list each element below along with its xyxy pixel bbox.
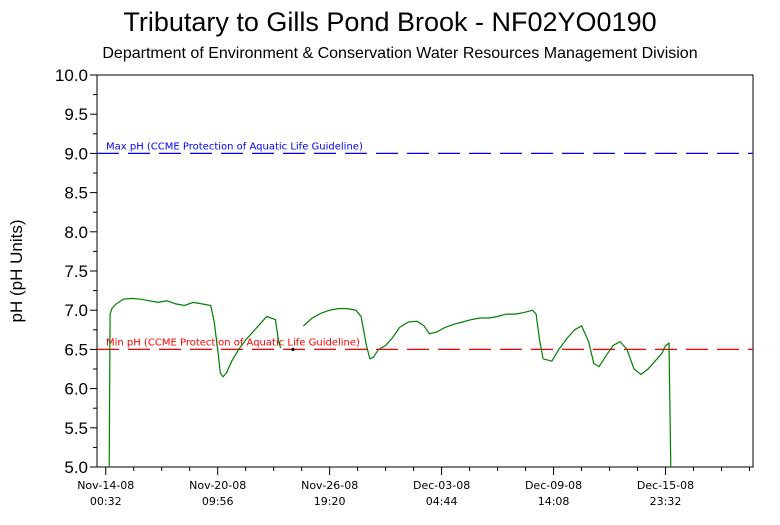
y-tick-label: 7.0 [64, 301, 88, 320]
y-tick-label: 8.0 [64, 223, 88, 242]
y-tick-label: 6.5 [64, 340, 88, 359]
data-point [291, 347, 295, 351]
y-axis-label: pH (pH Units) [7, 220, 26, 323]
x-tick-label-date: Dec-09-08 [525, 479, 582, 492]
y-tick-label: 5.5 [64, 419, 88, 438]
y-tick-label: 9.5 [64, 105, 88, 124]
guideline-label: Min pH (CCME Protection of Aquatic Life … [106, 337, 360, 348]
x-tick-label-time: 19:20 [314, 495, 346, 508]
x-tick-label-date: Nov-14-08 [77, 479, 134, 492]
series-line [108, 297, 282, 468]
x-tick-label-time: 00:32 [90, 495, 122, 508]
y-tick-label: 6.0 [64, 380, 88, 399]
plot-area: 5.0 5.5 6.0 6.5 7.0 7.5 8.0 8.5 9.0 9.5 10.0 Nov-1… [55, 66, 754, 508]
plot-frame [96, 74, 754, 468]
x-tick-label-time: 04:44 [426, 495, 458, 508]
y-tick-label: 10.0 [55, 66, 88, 85]
x-tick-label-date: Dec-15-08 [637, 479, 694, 492]
x-tick-label-date: Nov-20-08 [189, 479, 246, 492]
y-tick-label: 9.0 [64, 144, 88, 163]
x-tick-label-time: 23:32 [650, 495, 682, 508]
x-tick-label-time: 09:56 [202, 495, 234, 508]
guideline-label: Max pH (CCME Protection of Aquatic Life … [106, 141, 363, 152]
x-axis: Nov-14-08 00:32 Nov-20-08 09:56 Nov-26-08 19:… [77, 467, 751, 508]
guideline-group: Max pH (CCME Protection of Aquatic Life … [97, 141, 753, 351]
x-tick-label-date: Dec-03-08 [413, 479, 470, 492]
chart-subtitle: Department of Environment & Conservation… [102, 45, 697, 62]
series-line [542, 325, 672, 468]
y-axis: 5.0 5.5 6.0 6.5 7.0 7.5 8.0 8.5 9.0 9.5 10.0 [55, 66, 97, 477]
series-line [302, 308, 544, 360]
y-tick-label: 7.5 [64, 262, 88, 281]
y-tick-label: 8.5 [64, 184, 88, 203]
x-tick-label-time: 14:08 [538, 495, 570, 508]
x-tick-label-date: Nov-26-08 [301, 479, 358, 492]
chart-title: Tributary to Gills Pond Brook - NF02YO01… [123, 7, 656, 37]
y-tick-label: 5.0 [64, 458, 88, 477]
series-group [108, 297, 672, 468]
